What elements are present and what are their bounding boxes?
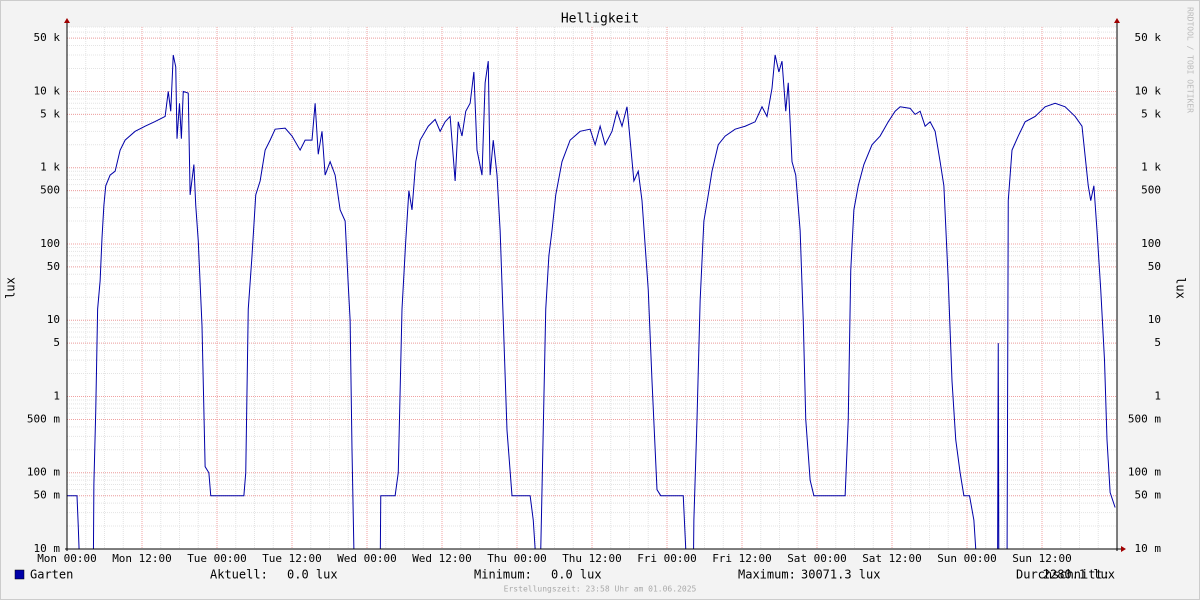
y-tick-label-right: 50 bbox=[1148, 260, 1161, 273]
y-tick-label-right: 50 m bbox=[1135, 489, 1162, 502]
chart-title: Helligkeit bbox=[561, 12, 639, 27]
y-tick-label-right: 10 bbox=[1148, 313, 1161, 326]
y-tick-label: 10 bbox=[47, 313, 60, 326]
y-tick-label: 100 m bbox=[27, 466, 60, 479]
x-tick-label: Mon 00:00 bbox=[37, 552, 97, 565]
axis-arrow bbox=[1114, 18, 1120, 23]
y-tick-label-right: 10 k bbox=[1135, 84, 1162, 97]
legend-stat-value: 0.0 lux bbox=[287, 568, 338, 582]
x-tick-label: Wed 12:00 bbox=[412, 552, 472, 565]
y-tick-label: 5 bbox=[53, 336, 60, 349]
x-tick-label: Thu 12:00 bbox=[562, 552, 622, 565]
legend-stat-label: Minimum: bbox=[474, 568, 532, 582]
y-axis-label-right: lux bbox=[1174, 277, 1188, 299]
y-tick-label-right: 500 m bbox=[1128, 412, 1161, 425]
y-tick-label: 50 m bbox=[34, 489, 61, 502]
x-tick-label: Fri 00:00 bbox=[637, 552, 697, 565]
x-tick-label: Tue 00:00 bbox=[187, 552, 247, 565]
y-tick-label-right: 10 m bbox=[1135, 542, 1162, 555]
y-tick-label: 5 k bbox=[40, 107, 60, 120]
legend-stat-value: 30071.3 lux bbox=[801, 568, 880, 582]
x-tick-label: Sat 12:00 bbox=[862, 552, 922, 565]
x-tick-label: Tue 12:00 bbox=[262, 552, 322, 565]
legend-stat-label: Aktuell: bbox=[210, 568, 268, 582]
x-tick-label: Sat 00:00 bbox=[787, 552, 847, 565]
y-tick-label-right: 5 bbox=[1154, 336, 1161, 349]
legend-swatch bbox=[14, 569, 25, 580]
y-tick-label-right: 100 bbox=[1141, 237, 1161, 250]
y-tick-label-right: 50 k bbox=[1135, 31, 1162, 44]
legend-stat-label: Durchschnitt: bbox=[1016, 568, 1110, 582]
y-tick-label: 100 bbox=[40, 237, 60, 250]
x-tick-label: Sun 00:00 bbox=[937, 552, 997, 565]
legend-stat-value: 0.0 lux bbox=[551, 568, 602, 582]
y-tick-label: 50 k bbox=[34, 31, 61, 44]
y-tick-label: 10 k bbox=[34, 84, 61, 97]
series-line bbox=[67, 54, 1116, 549]
axis-arrow bbox=[64, 18, 70, 23]
legend-stat-value: 2280.1 lux bbox=[1043, 568, 1115, 582]
y-tick-label-right: 100 m bbox=[1128, 466, 1161, 479]
y-tick-label-right: 1 k bbox=[1141, 161, 1161, 174]
y-tick-label: 500 bbox=[40, 184, 60, 197]
y-tick-label-right: 500 bbox=[1141, 184, 1161, 197]
y-tick-label: 1 k bbox=[40, 161, 60, 174]
axis-arrow bbox=[1121, 546, 1126, 552]
y-tick-label: 500 m bbox=[27, 412, 60, 425]
y-tick-label: 10 m bbox=[34, 542, 61, 555]
watermark: RRDTOOL / TOBI OETIKER bbox=[1186, 7, 1195, 113]
x-tick-label: Sun 12:00 bbox=[1012, 552, 1072, 565]
y-tick-label: 1 bbox=[53, 389, 60, 402]
axes: 10 m 10 m 50 m 50 m 100 m 100 m 500 m 500 m 1 1 5 5… bbox=[27, 18, 1161, 565]
legend-stat-label: Maximum: bbox=[738, 568, 796, 582]
x-tick-label: Thu 00:00 bbox=[487, 552, 547, 565]
legend-label: Garten bbox=[30, 568, 73, 582]
y-axis-label: lux bbox=[4, 277, 18, 299]
y-tick-label-right: 5 k bbox=[1141, 107, 1161, 120]
y-tick-label-right: 1 bbox=[1154, 389, 1161, 402]
x-tick-label: Mon 12:00 bbox=[112, 552, 172, 565]
x-tick-label: Wed 00:00 bbox=[337, 552, 397, 565]
x-tick-label: Fri 12:00 bbox=[712, 552, 772, 565]
y-tick-label: 50 bbox=[47, 260, 60, 273]
grid bbox=[66, 26, 1118, 550]
plot bbox=[67, 54, 1116, 549]
footer: Erstellungszeit: 23:58 Uhr am 01.06.2025 bbox=[504, 585, 697, 594]
